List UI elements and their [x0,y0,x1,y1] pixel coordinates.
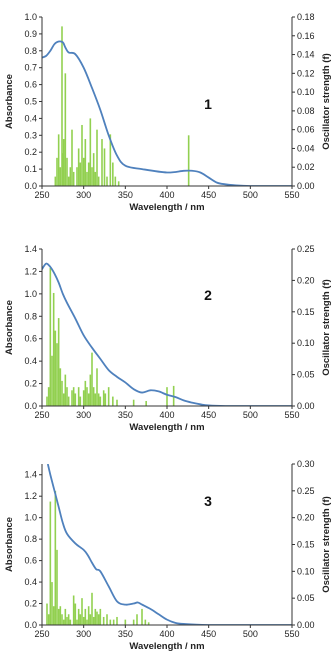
x-tick-label: 300 [76,629,91,639]
y-tick-label: 0.8 [24,534,37,544]
plot-area [42,26,292,186]
y2-tick-label: 0.08 [297,106,315,116]
x-tick-label: 250 [34,410,49,420]
y2-tick-label: 0.10 [297,338,315,348]
panel-number: 3 [204,493,212,509]
y-tick-label: 0.2 [24,599,37,609]
x-tick-label: 300 [76,410,91,420]
y2-tick-label: 0.00 [297,401,315,411]
y2-tick-label: 0.14 [297,50,315,60]
y-tick-label: 0.3 [24,130,37,140]
x-tick-label: 500 [243,410,258,420]
y2-tick-label: 0.10 [297,566,315,576]
y2-tick-label: 0.25 [297,486,315,496]
x-tick-label: 400 [159,410,174,420]
y2-tick-label: 0.15 [297,307,315,317]
y-tick-label: 0.4 [24,113,37,123]
y2-tick-label: 0.12 [297,68,315,78]
plot-area [46,464,292,625]
y-tick-label: 0.9 [24,29,37,39]
y-tick-label: 1.2 [24,266,37,276]
y2-tick-label: 0.18 [297,12,315,22]
y-tick-label: 1.4 [24,470,37,480]
x-tick-label: 400 [159,629,174,639]
x-axis-title: Wavelength / nm [129,202,204,213]
x-tick-label: 250 [34,190,49,200]
y-tick-label: 0.4 [24,356,37,366]
y2-tick-label: 0.10 [297,87,315,97]
y2-tick-label: 0.05 [297,593,315,603]
y-axis-title: Absorbance [4,74,15,129]
y-tick-label: 0.0 [24,620,37,630]
y-tick-label: 0.6 [24,334,37,344]
y2-axis-title: Oscillator strength (f) [321,496,332,593]
y-tick-label: 0.0 [24,181,37,191]
y-tick-label: 1.2 [24,491,37,501]
chart-panel-3: 250 300 350 400 450 500 550 0.0 0.2 0.4 0.6 0.8 1.0 1… [4,459,332,652]
y2-tick-label: 0.00 [297,181,315,191]
y-tick-label: 0.6 [24,556,37,566]
y-tick-label: 0.0 [24,401,37,411]
plot-area [42,262,292,406]
y2-axis-title: Oscillator strength (f) [321,53,332,150]
x-tick-label: 500 [243,190,258,200]
y-tick-label: 0.8 [24,311,37,321]
y-tick-label: 0.7 [24,63,37,73]
y2-tick-label: 0.00 [297,620,315,630]
y2-tick-label: 0.15 [297,540,315,550]
x-tick-label: 550 [284,410,299,420]
y2-tick-label: 0.16 [297,31,315,41]
y-tick-label: 1.4 [24,244,37,254]
x-tick-label: 550 [284,190,299,200]
y2-tick-label: 0.20 [297,275,315,285]
y2-tick-label: 0.30 [297,459,315,469]
y-tick-label: 0.4 [24,577,37,587]
x-tick-label: 500 [243,629,258,639]
x-tick-label: 450 [201,410,216,420]
y-tick-label: 0.6 [24,80,37,90]
x-tick-label: 250 [34,629,49,639]
y2-tick-label: 0.02 [297,162,315,172]
y-tick-label: 0.8 [24,46,37,56]
y-axis-title: Absorbance [4,300,15,355]
chart-panel-2: 250 300 350 400 450 500 550 0.0 0.2 0.4 0.6 0.8 1.0 1… [4,244,332,433]
y-axis-title: Absorbance [4,517,15,572]
x-tick-label: 350 [118,410,133,420]
y2-tick-label: 0.04 [297,143,315,153]
absorbance-curve [46,464,292,625]
x-axis-title: Wavelength / nm [129,641,204,652]
y-tick-label: 1.0 [24,513,37,523]
x-axis-title: Wavelength / nm [129,422,204,433]
y-tick-label: 0.2 [24,379,37,389]
x-tick-label: 450 [201,629,216,639]
chart-panels: 250 300 350 400 450 500 550 0.0 0.1 0.2 0.3 0.4 0.5 0… [4,12,332,652]
y2-tick-label: 0.05 [297,370,315,380]
x-tick-label: 350 [118,629,133,639]
y-tick-label: 0.1 [24,164,37,174]
y2-tick-label: 0.20 [297,513,315,523]
x-tick-label: 450 [201,190,216,200]
x-tick-label: 400 [159,190,174,200]
absorbance-curve [42,262,292,406]
y2-tick-label: 0.06 [297,125,315,135]
x-tick-label: 350 [118,190,133,200]
y2-axis-title: Oscillator strength (f) [321,279,332,376]
y-tick-label: 1.0 [24,289,37,299]
y-tick-label: 1.0 [24,12,37,22]
chart-panel-1: 250 300 350 400 450 500 550 0.0 0.1 0.2 0.3 0.4 0.5 0… [4,12,332,213]
x-tick-label: 300 [76,190,91,200]
absorbance-curve [42,40,292,186]
x-tick-label: 550 [284,629,299,639]
y-tick-label: 0.2 [24,147,37,157]
y2-tick-label: 0.25 [297,244,315,254]
panel-number: 1 [204,96,212,112]
panel-number: 2 [204,287,212,303]
y-tick-label: 0.5 [24,97,37,107]
